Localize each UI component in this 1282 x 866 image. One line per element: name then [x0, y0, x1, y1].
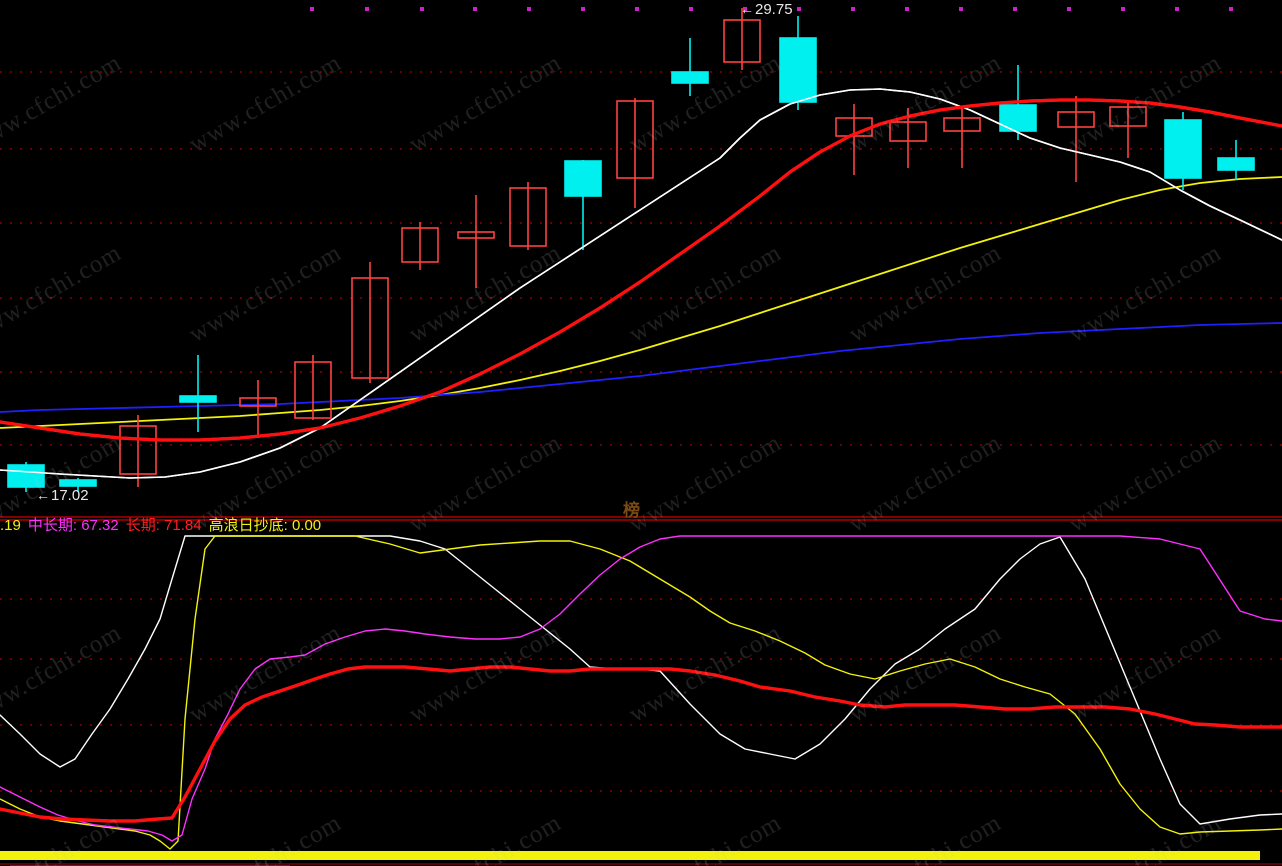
legend-item-2: 长期: 71.84	[125, 517, 202, 534]
top-marker-12	[959, 7, 963, 11]
indicator-series-ff1010	[0, 665, 1282, 823]
ma-line-ma-yellow	[0, 176, 1282, 429]
indicator-canvas[interactable]	[0, 519, 1282, 866]
top-marker-4	[527, 7, 531, 11]
top-marker-13	[1013, 7, 1017, 11]
candle-body	[119, 425, 157, 475]
candle-body	[943, 117, 981, 132]
candle-body	[351, 277, 389, 379]
candle[interactable]	[1057, 96, 1095, 182]
top-marker-0	[310, 7, 314, 11]
candle[interactable]	[1109, 100, 1147, 158]
arrow-left-icon: ←	[36, 487, 50, 503]
candle-body	[457, 231, 495, 239]
candle[interactable]	[1164, 112, 1202, 190]
ma-line-ma-white	[0, 88, 1282, 479]
candle[interactable]	[59, 478, 97, 492]
candle[interactable]	[779, 16, 817, 110]
bottom-yellow-bar	[0, 851, 1260, 860]
candle[interactable]	[179, 355, 217, 432]
candle[interactable]	[401, 222, 439, 270]
price-label-high: ←29.75	[740, 1, 793, 18]
candle[interactable]	[943, 108, 981, 168]
price-label-low: ←17.02	[36, 487, 89, 504]
top-marker-6	[635, 7, 639, 11]
top-marker-5	[581, 7, 585, 11]
indicator-legend: .19 中长期: 67.32 长期: 71.84 高浪日抄底: 0.00	[0, 516, 1282, 536]
top-marker-8	[743, 7, 747, 11]
price-chart-pane[interactable]	[0, 0, 1282, 519]
top-marker-1	[365, 7, 369, 11]
candle-body	[59, 479, 97, 487]
top-marker-7	[689, 7, 693, 11]
ma-line-ma-red	[0, 98, 1282, 442]
candle-body	[239, 397, 277, 407]
candle-body	[1164, 119, 1202, 179]
candle-body	[179, 395, 217, 403]
indicator-series-ff30ff	[0, 535, 1282, 842]
price-chart-canvas[interactable]	[0, 0, 1282, 519]
top-marker-15	[1121, 7, 1125, 11]
candle-body	[1109, 106, 1147, 127]
candle-body	[1217, 157, 1255, 171]
candle[interactable]	[1217, 140, 1255, 180]
top-marker-14	[1067, 7, 1071, 11]
candle-body	[294, 361, 332, 419]
price-label-low-value: 17.02	[51, 487, 89, 504]
ma-line-ma-white-top	[0, 88, 1282, 479]
top-marker-3	[473, 7, 477, 11]
candle[interactable]	[723, 8, 761, 70]
top-marker-17	[1229, 7, 1233, 11]
candle[interactable]	[509, 182, 547, 250]
candle-body	[1057, 111, 1095, 128]
candle-body	[7, 464, 45, 488]
candle-body	[509, 187, 547, 247]
candle[interactable]	[239, 380, 277, 438]
candle[interactable]	[119, 415, 157, 487]
candle[interactable]	[351, 262, 389, 383]
top-marker-9	[797, 7, 801, 11]
legend-item-1: 中长期: 67.32	[27, 517, 119, 534]
candle[interactable]	[294, 355, 332, 420]
candle[interactable]	[671, 38, 709, 96]
top-marker-11	[905, 7, 909, 11]
candle-body	[889, 121, 927, 142]
candle-body	[564, 160, 602, 197]
candle[interactable]	[616, 98, 654, 208]
candle-body	[616, 100, 654, 179]
legend-item-0: .19	[0, 517, 21, 534]
candle[interactable]	[457, 195, 495, 288]
candle-body	[723, 19, 761, 63]
legend-item-3: 高浪日抄底: 0.00	[208, 517, 322, 534]
indicator-series-f2f20c	[0, 535, 1282, 850]
price-label-high-value: 29.75	[755, 1, 793, 18]
candle-body	[671, 71, 709, 84]
candle-body	[779, 37, 817, 103]
top-marker-2	[420, 7, 424, 11]
top-marker-10	[851, 7, 855, 11]
center-watermark-char: 榜	[623, 501, 640, 520]
ma-line-ma-blue	[0, 322, 1282, 413]
indicator-pane[interactable]	[0, 519, 1282, 866]
candle-body	[401, 227, 439, 263]
candle[interactable]	[564, 160, 602, 250]
ma-line-ma-red-top	[0, 98, 1282, 442]
arrow-left-icon: ←	[740, 1, 754, 17]
top-marker-16	[1175, 7, 1179, 11]
